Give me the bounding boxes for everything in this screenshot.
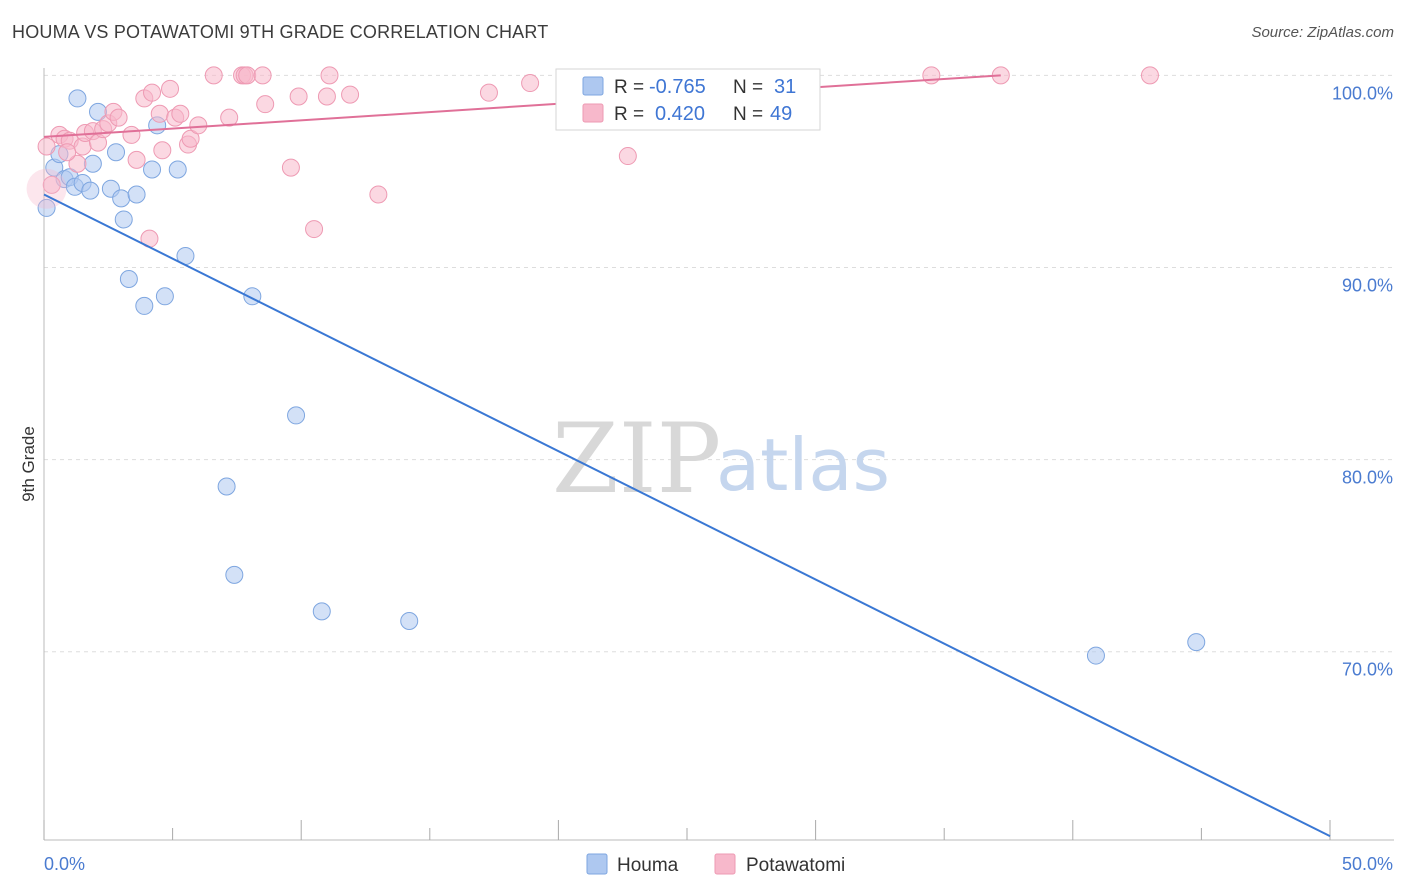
potawatomi-r-value: 0.420 (655, 103, 705, 125)
houma-n-label: N = (733, 77, 763, 98)
y-tick-label: 70.0% (1342, 660, 1393, 680)
potawatomi-point (153, 141, 172, 160)
potawatomi-point (189, 116, 208, 135)
potawatomi-point (289, 87, 308, 106)
houma-trend-line (43, 193, 1331, 838)
houma-r-label: R = (614, 77, 644, 98)
houma-point (287, 406, 306, 425)
houma-n-value: 31 (774, 76, 796, 98)
watermark: ZIP atlas (552, 403, 890, 515)
potawatomi-point (171, 104, 190, 123)
houma-point (1086, 646, 1105, 665)
legend-swatch-houma (586, 853, 608, 875)
potawatomi-point (253, 66, 272, 85)
houma-point (1187, 633, 1206, 652)
houma-point (119, 270, 138, 289)
legend-label-houma: Houma (617, 855, 679, 876)
potawatomi-point (317, 87, 336, 106)
houma-point (127, 185, 146, 204)
potawatomi-point (161, 79, 180, 98)
watermark-zip: ZIP (552, 403, 721, 515)
potawatomi-point (305, 220, 324, 239)
potawatomi-point (109, 108, 128, 127)
potawatomi-point (238, 66, 257, 85)
potawatomi-point (37, 137, 56, 156)
y-tick-label: 80.0% (1342, 468, 1393, 488)
houma-point (225, 565, 244, 584)
potawatomi-point (122, 125, 141, 144)
potawatomi-n-label: N = (733, 104, 763, 125)
houma-point (143, 160, 162, 179)
potawatomi-point (127, 150, 146, 169)
houma-point (68, 89, 87, 108)
potawatomi-point (256, 95, 275, 114)
potawatomi-point (341, 85, 360, 104)
y-axis-label: 9th Grade (19, 426, 38, 502)
points-layer (26, 66, 1206, 665)
houma-point (114, 210, 133, 229)
houma-stat-swatch (582, 76, 604, 96)
potawatomi-point (281, 158, 300, 177)
legend-label-potawatomi: Potawatomi (746, 855, 845, 876)
houma-point (155, 287, 174, 306)
y-tick-label: 100.0% (1332, 83, 1393, 103)
potawatomi-point (479, 83, 498, 102)
stats-box: R = -0.765 N = 31 R = 0.420 N = 49 (555, 68, 821, 131)
potawatomi-point (204, 66, 223, 85)
legend: Houma Potawatomi (586, 853, 845, 876)
potawatomi-stat-swatch (582, 103, 604, 123)
houma-r-value: -0.765 (649, 76, 706, 98)
potawatomi-point (42, 175, 61, 194)
houma-point (168, 160, 187, 179)
houma-point (400, 611, 419, 630)
legend-swatch-potawatomi (714, 853, 736, 875)
houma-point (107, 143, 126, 162)
potawatomi-point (220, 108, 239, 127)
houma-point (217, 477, 236, 496)
potawatomi-point (922, 66, 941, 85)
potawatomi-point (68, 154, 87, 173)
houma-point (312, 602, 331, 621)
chart-title: HOUMA VS POTAWATOMI 9TH GRADE CORRELATIO… (12, 22, 549, 42)
x-tick-label-max: 50.0% (1342, 854, 1393, 874)
potawatomi-point (369, 185, 388, 204)
x-tick-label-min: 0.0% (44, 854, 85, 874)
potawatomi-point (143, 83, 162, 102)
trend-layer (43, 74, 1331, 838)
potawatomi-point (320, 66, 339, 85)
potawatomi-point (618, 147, 637, 166)
houma-point (135, 296, 154, 315)
houma-point (81, 181, 100, 200)
potawatomi-trend-line (43, 74, 1001, 138)
houma-point (83, 154, 102, 173)
axis-layer (43, 68, 1394, 841)
potawatomi-r-label: R = (614, 104, 644, 125)
potawatomi-point (1140, 66, 1159, 85)
potawatomi-n-value: 49 (770, 103, 792, 125)
potawatomi-cluster-point (26, 168, 67, 209)
potawatomi-point (181, 129, 200, 148)
houma-point (112, 189, 131, 208)
potawatomi-point (521, 74, 540, 93)
potawatomi-point (58, 143, 77, 162)
watermark-atlas: atlas (716, 423, 890, 507)
y-tick-label: 90.0% (1342, 275, 1393, 295)
houma-point (37, 198, 56, 217)
potawatomi-point (150, 104, 169, 123)
grid-layer (44, 74, 1394, 653)
source-label: Source: ZipAtlas.com (1251, 24, 1394, 41)
tick-labels: 70.0% 80.0% 90.0% 100.0% 0.0% 50.0% (44, 83, 1393, 874)
